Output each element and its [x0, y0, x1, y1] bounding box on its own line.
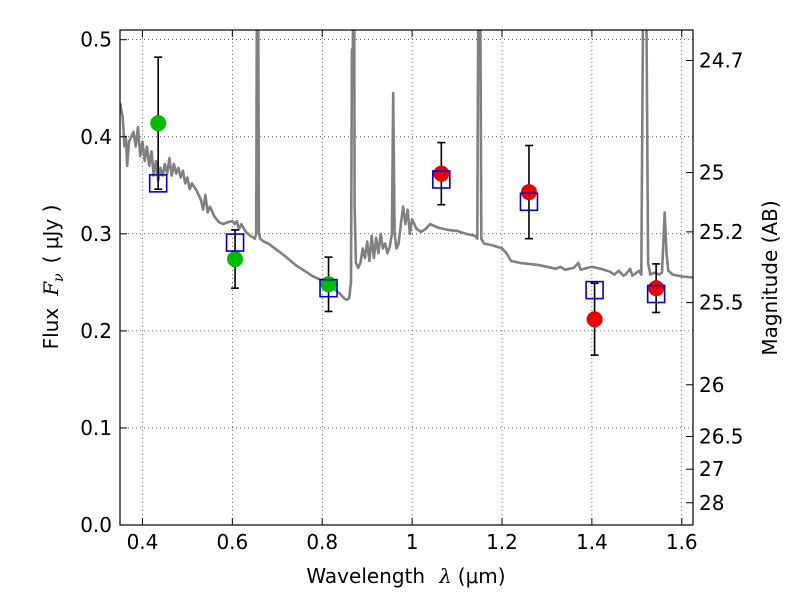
- y2-tick-label: 28: [699, 491, 724, 515]
- nir-data-point: [433, 165, 450, 182]
- y2-tick-label: 25.2: [699, 220, 744, 244]
- photometry-points-layer: [150, 115, 665, 328]
- y2-axis-label: Magnitude (AB): [758, 200, 782, 355]
- y-tick-labels: 0.0 0.1 0.2 0.3 0.4 0.5: [80, 28, 112, 537]
- x-axis-label: Wavelength λ (μm): [306, 564, 505, 588]
- y-tick-label: 0.2: [80, 319, 112, 343]
- y2-tick-label: 26: [699, 373, 724, 397]
- y2-tick-label: 27: [699, 457, 724, 481]
- model-band-squares-layer: [148, 170, 666, 304]
- x-tick-label: 1: [406, 530, 419, 554]
- x-tick-label: 0.8: [306, 530, 338, 554]
- model-band-square: [646, 284, 666, 304]
- model-band-square: [148, 174, 168, 193]
- x-tick-label: 1.6: [666, 530, 698, 554]
- x-tick-label: 1.4: [576, 530, 608, 554]
- y2-tick-label: 24.7: [699, 48, 744, 72]
- model-band-square: [585, 280, 604, 300]
- model-spectrum-layer: [120, 30, 693, 302]
- optical-data-point: [150, 115, 167, 132]
- optical-data-point: [320, 276, 337, 293]
- y-axis-label: FluxFν( μJy ): [39, 205, 67, 350]
- plot-frame: [119, 29, 694, 526]
- optical-data-point: [227, 251, 244, 268]
- y2-tick-label: 25: [699, 161, 724, 185]
- y-tick-label: 0.0: [80, 513, 112, 537]
- grid-lines: [120, 30, 693, 526]
- x-tick-label: 0.6: [216, 530, 248, 554]
- nir-data-point: [520, 184, 537, 201]
- x-tick-label: 0.4: [127, 530, 159, 554]
- model-band-square: [519, 192, 539, 212]
- y2-tick-labels: 24.7 25 25.2 25.5 26 26.5 27 28: [699, 48, 744, 514]
- y-tick-label: 0.4: [80, 125, 112, 149]
- y-tick-label: 0.1: [80, 416, 112, 440]
- model-spectrum-line: [120, 30, 693, 302]
- model-band-square: [225, 233, 245, 252]
- model-band-square: [319, 278, 338, 298]
- axis-ticks: [120, 30, 693, 526]
- y-tick-label: 0.3: [80, 222, 112, 246]
- y2-tick-label: 26.5: [699, 424, 744, 448]
- x-tick-labels: 0.4 0.6 0.8 1 1.2 1.4 1.6: [127, 530, 698, 554]
- y2-tick-label: 25.5: [699, 291, 744, 315]
- model-band-square: [432, 170, 451, 189]
- nir-data-point: [586, 311, 603, 328]
- x-tick-label: 1.2: [486, 530, 518, 554]
- y-tick-label: 0.5: [80, 28, 112, 52]
- nir-data-point: [648, 280, 665, 297]
